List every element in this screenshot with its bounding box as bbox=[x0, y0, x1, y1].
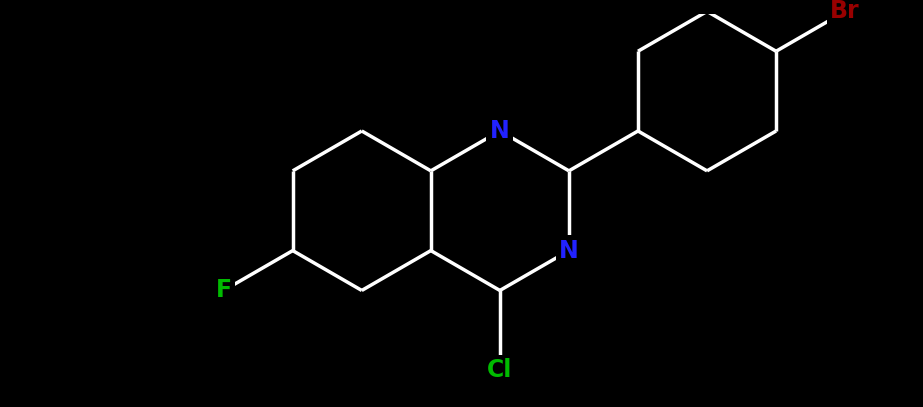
Text: Br: Br bbox=[831, 0, 860, 23]
Text: F: F bbox=[216, 278, 232, 302]
Text: Cl: Cl bbox=[487, 358, 512, 382]
Text: N: N bbox=[490, 119, 509, 143]
Text: N: N bbox=[559, 239, 579, 263]
